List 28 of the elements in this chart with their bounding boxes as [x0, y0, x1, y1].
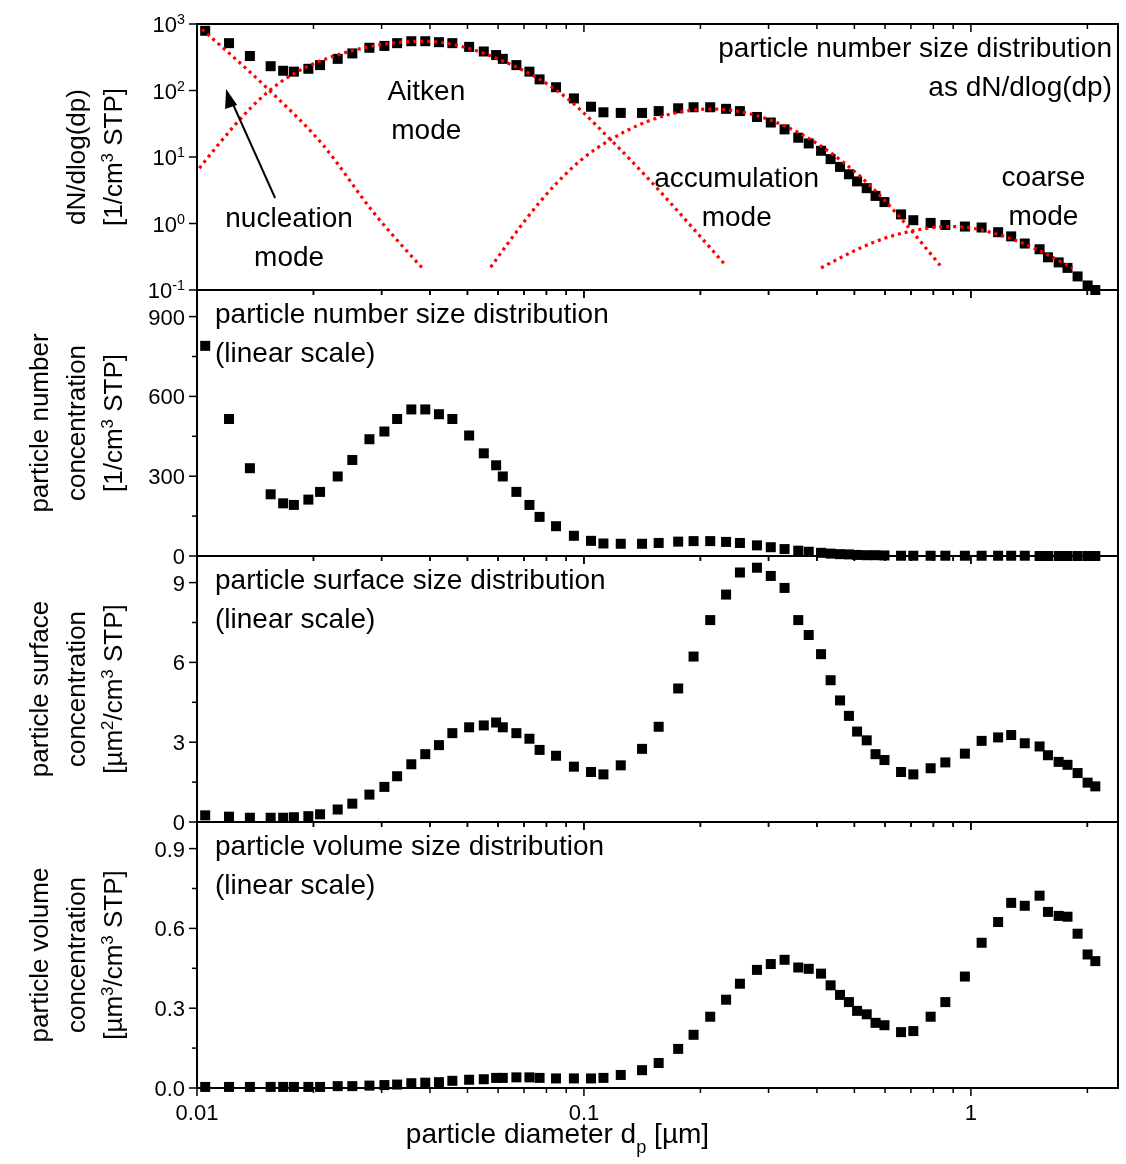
x-tick-label: 0.1: [568, 1100, 600, 1125]
annotation: coarse mode: [1001, 160, 1086, 231]
y-tick-label: 0.6: [154, 916, 185, 942]
y-tick-label: 0.3: [154, 996, 185, 1022]
y-tick-label: 300: [148, 464, 185, 490]
text: particle surface size distribution (linear scale): [215, 564, 606, 634]
text: particle number size distribution (linear scale): [215, 298, 609, 368]
y-tick-label: 10$^{2}$: [152, 77, 186, 104]
text: particle volume size distribution (linear scale): [215, 830, 605, 900]
y-tick-label: 10$^{3}$: [152, 11, 186, 37]
annotation: Aitken mode: [387, 75, 466, 146]
y-tick-label: 600: [148, 384, 185, 410]
y-tick-label: 3: [172, 730, 185, 756]
y-tick-label: 10$^{-1}$: [147, 277, 186, 303]
annotation: nucleation mode: [225, 201, 353, 272]
y-tick-label: 0: [172, 544, 185, 569]
y-tick-label: 0.0: [154, 1076, 185, 1101]
y-tick-label: 6: [172, 650, 185, 676]
y-tick-label: 10$^{0}$: [152, 210, 186, 237]
y-tick-label: 0.9: [154, 836, 185, 862]
x-tick-label: 0.01: [175, 1100, 219, 1125]
x-tick-label: 1: [964, 1100, 978, 1125]
y-tick-label: 9: [172, 570, 185, 596]
y-tick-label: 10$^{1}$: [152, 144, 186, 170]
annotation: accumulation mode: [654, 161, 820, 232]
y-tick-label: 0: [172, 810, 185, 835]
text: particle number size distribution as dN/dlog(dp): [718, 32, 1112, 102]
y-tick-label: 900: [148, 304, 185, 330]
